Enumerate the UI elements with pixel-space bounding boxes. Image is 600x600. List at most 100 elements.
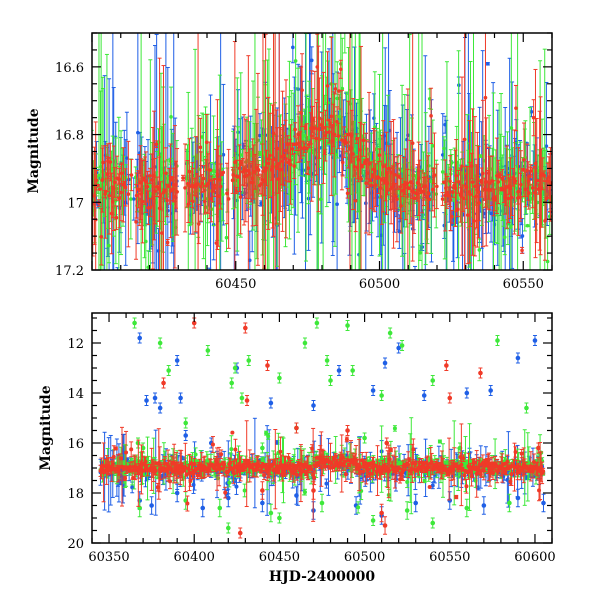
data-point [534,178,539,183]
data-point [296,132,300,136]
data-point [201,176,206,181]
data-point [456,180,461,184]
data-point [337,89,341,93]
data-point [462,137,467,142]
data-point [477,201,481,205]
data-point [264,166,269,170]
data-point [460,164,464,168]
x-tick-label: 60450 [215,277,256,292]
data-point [395,197,399,202]
data-point [448,198,453,202]
data-point [185,181,190,186]
data-point [233,160,237,165]
y-tick-label: 16.8 [55,129,84,144]
data-point [216,194,221,198]
data-point [204,184,208,188]
data-point [525,223,530,228]
data-point [344,140,349,145]
data-point [500,177,505,181]
data-point [164,171,168,176]
data-point [291,142,296,147]
data-point [478,154,483,158]
data-point [530,186,535,190]
data-point [520,234,525,238]
data-point [514,106,518,110]
data-point [129,173,134,177]
data-point [314,136,319,141]
data-point [256,168,261,172]
data-point [144,239,148,244]
data-point [392,172,397,177]
data-point [506,196,511,201]
data-point [346,132,351,137]
data-point [94,178,99,183]
data-point [352,164,357,169]
data-point [204,140,209,145]
data-point [403,298,407,302]
data-point [426,163,431,168]
data-point [461,196,465,201]
data-point [271,131,276,136]
data-point [516,189,521,194]
data-point [333,87,338,91]
data-point [107,243,111,248]
data-point [495,173,499,178]
data-point [332,132,337,137]
data-point [481,171,485,176]
data-point [108,160,113,164]
data-point [430,144,435,148]
y-tick-label: 17.2 [55,264,84,279]
data-point [430,187,435,192]
data-point [307,142,311,147]
data-point [292,164,297,168]
data-point [212,186,217,190]
data-point [218,184,223,189]
x-tick-label: 60550 [503,277,544,292]
data-point [361,138,366,143]
data-point [165,240,170,245]
data-point [259,182,263,186]
data-point [349,146,353,150]
data-point [221,170,225,175]
data-point [323,133,328,138]
data-point [275,146,280,151]
data-point [116,177,121,181]
top-panel: 60450 60500 60550 16.6 16.8 17 17.2 Magnitude [26,32,553,302]
data-point [367,161,371,166]
data-point [425,221,430,225]
data-point [160,231,164,235]
data-point [327,130,331,134]
data-point [296,141,301,145]
data-point [529,109,534,114]
data-point [477,248,482,252]
data-point [131,197,136,201]
data-point [473,184,477,189]
data-point [445,190,449,195]
data-point [246,168,251,173]
data-point [542,173,547,178]
data-point [408,180,413,184]
data-point [97,173,101,178]
data-point [148,205,153,210]
data-point [284,157,288,161]
data-point [207,178,212,183]
data-point [509,195,514,200]
data-point [456,207,460,212]
data-point [105,172,110,176]
data-point [134,193,139,198]
data-point [318,197,323,202]
data-point [196,222,201,226]
data-point [130,485,135,490]
data-point [443,193,448,198]
data-point [335,202,339,207]
data-point [335,96,340,101]
data-point [126,192,131,196]
data-point [225,191,229,196]
data-point [191,199,195,204]
data-point [359,177,363,181]
data-point [309,58,314,63]
data-point [450,214,454,219]
data-point [483,95,488,100]
data-point [496,180,501,184]
